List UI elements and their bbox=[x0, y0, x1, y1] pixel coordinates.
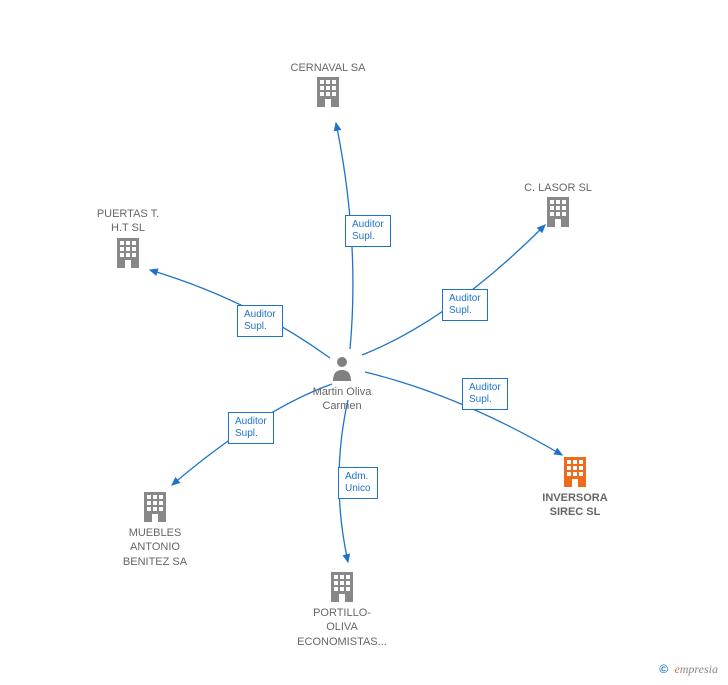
edge-label: Auditor Supl. bbox=[462, 378, 508, 410]
node-label: PORTILLO- OLIVA ECONOMISTAS... bbox=[292, 606, 392, 649]
building-icon bbox=[141, 490, 169, 522]
building-icon bbox=[114, 236, 142, 268]
building-icon bbox=[314, 75, 342, 107]
node-label: Martin Oliva Carmen bbox=[302, 385, 382, 414]
node-label: CERNAVAL SA bbox=[278, 61, 378, 75]
company-node[interactable]: C. LASOR SL bbox=[508, 177, 608, 227]
building-icon bbox=[544, 195, 572, 227]
building-icon bbox=[328, 570, 356, 602]
company-node[interactable]: PUERTAS T. H.T SL bbox=[78, 203, 178, 268]
node-label: PUERTAS T. H.T SL bbox=[78, 207, 178, 236]
company-node[interactable]: MUEBLES ANTONIO BENITEZ SA bbox=[105, 490, 205, 569]
company-node[interactable]: CERNAVAL SA bbox=[278, 57, 378, 107]
watermark: © empresia bbox=[659, 662, 718, 677]
node-label: MUEBLES ANTONIO BENITEZ SA bbox=[105, 526, 205, 569]
building-icon bbox=[561, 455, 589, 487]
center-person-node[interactable]: Martin Oliva Carmen bbox=[302, 355, 382, 414]
copyright-symbol: © bbox=[659, 662, 668, 676]
diagram-canvas: Auditor Supl. Auditor Supl. Auditor Supl. A… bbox=[0, 0, 728, 685]
edge-label: Auditor Supl. bbox=[237, 305, 283, 337]
edge-label: Adm. Unico bbox=[338, 467, 378, 499]
node-label: INVERSORA SIREC SL bbox=[525, 491, 625, 520]
person-icon bbox=[331, 355, 353, 381]
node-label: C. LASOR SL bbox=[508, 181, 608, 195]
company-node[interactable]: INVERSORA SIREC SL bbox=[525, 455, 625, 520]
edge-label: Auditor Supl. bbox=[442, 289, 488, 321]
edge-label: Auditor Supl. bbox=[345, 215, 391, 247]
brand-logo: empresia bbox=[674, 662, 718, 676]
company-node[interactable]: PORTILLO- OLIVA ECONOMISTAS... bbox=[292, 570, 392, 649]
edge-label: Auditor Supl. bbox=[228, 412, 274, 444]
